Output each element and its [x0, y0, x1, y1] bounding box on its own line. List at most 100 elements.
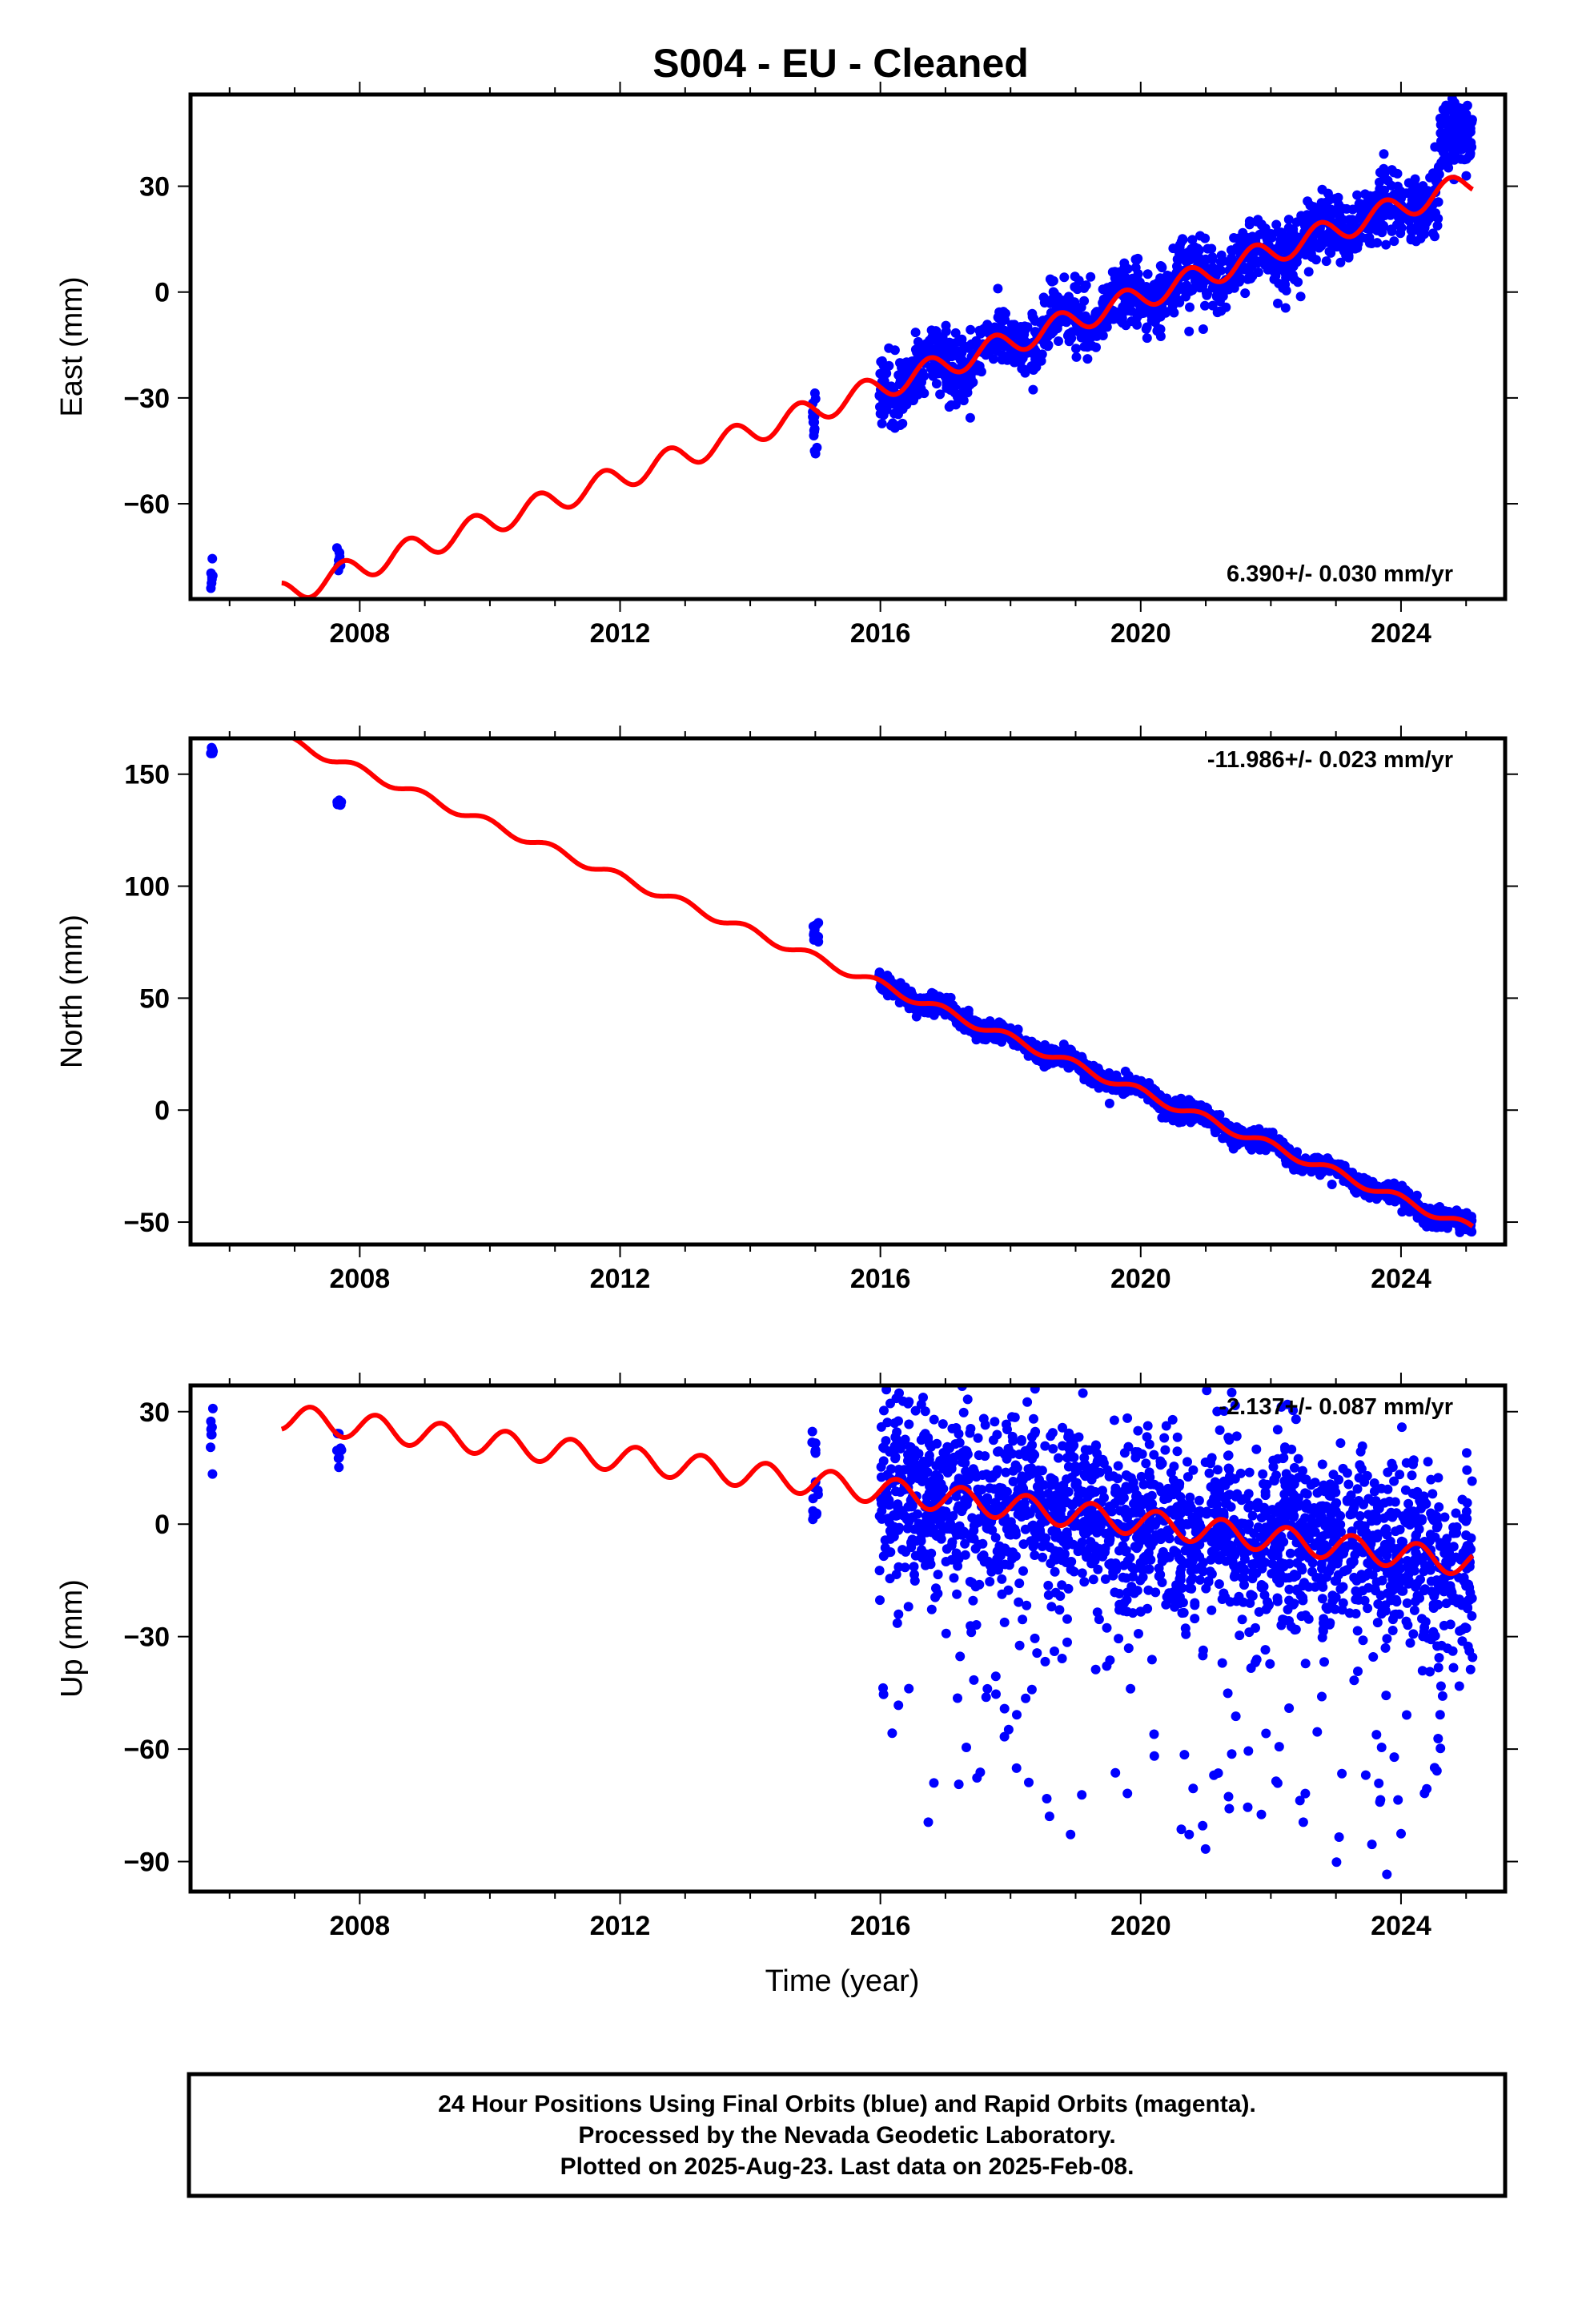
- data-point: [1373, 1599, 1383, 1609]
- data-point: [875, 408, 885, 419]
- data-point: [207, 578, 217, 589]
- data-point: [810, 920, 821, 931]
- data-point: [1459, 123, 1469, 134]
- data-point: [1184, 326, 1195, 336]
- data-point: [898, 1465, 909, 1475]
- data-point: [1272, 1596, 1283, 1606]
- data-point: [968, 377, 978, 388]
- data-point: [1225, 258, 1235, 268]
- data-point: [1182, 255, 1192, 266]
- data-point: [1061, 1558, 1071, 1567]
- data-point: [974, 1450, 984, 1461]
- data-point: [1453, 138, 1464, 148]
- data-point: [874, 1566, 885, 1576]
- data-point: [950, 346, 961, 356]
- data-point: [911, 1011, 921, 1022]
- data-point: [876, 1421, 886, 1432]
- data-point: [1010, 324, 1019, 335]
- data-point: [1419, 223, 1430, 233]
- data-point: [1161, 1599, 1171, 1610]
- data-point: [1373, 1529, 1383, 1539]
- data-point: [1133, 1425, 1143, 1436]
- data-point: [959, 357, 970, 368]
- data-point: [1179, 1111, 1190, 1121]
- data-point: [1360, 189, 1371, 199]
- north-frame: [188, 736, 1508, 1247]
- data-point: [1333, 1570, 1343, 1580]
- data-point: [904, 1419, 914, 1429]
- data-point: [1121, 320, 1131, 331]
- data-point: [812, 442, 822, 452]
- data-point: [985, 1577, 995, 1586]
- y-tick-label: 0: [155, 1096, 170, 1126]
- data-point: [1086, 271, 1096, 282]
- data-point: [1424, 214, 1435, 224]
- data-point: [1447, 1646, 1458, 1656]
- data-point: [1005, 353, 1015, 364]
- data-point: [1062, 1498, 1072, 1508]
- data-point: [1030, 1550, 1040, 1560]
- data-point: [809, 933, 820, 943]
- data-point: [882, 1470, 893, 1480]
- data-point: [1317, 1594, 1327, 1604]
- data-point: [1404, 215, 1414, 226]
- data-point: [808, 417, 818, 428]
- data-point: [1198, 259, 1208, 269]
- data-point: [881, 1385, 892, 1395]
- up-data-points: [206, 1356, 1478, 1880]
- data-point: [1331, 242, 1342, 252]
- data-point: [960, 1538, 970, 1549]
- data-point: [1159, 1433, 1170, 1443]
- data-point: [1340, 239, 1350, 250]
- data-point: [1283, 1604, 1293, 1614]
- data-point: [1285, 1548, 1295, 1558]
- data-point: [807, 1437, 817, 1448]
- data-point: [1258, 248, 1268, 259]
- data-point: [1172, 1502, 1182, 1512]
- data-point: [978, 1538, 988, 1549]
- data-point: [1122, 263, 1133, 274]
- data-point: [1082, 1463, 1093, 1473]
- data-point: [1018, 1566, 1028, 1576]
- data-point: [1260, 1487, 1271, 1498]
- data-point: [1431, 1222, 1442, 1232]
- data-point: [1088, 1574, 1098, 1585]
- data-point: [897, 418, 908, 428]
- data-point: [1148, 1356, 1158, 1365]
- data-point: [877, 418, 887, 428]
- data-point: [1019, 335, 1030, 345]
- data-point: [1408, 1629, 1419, 1639]
- y-tick-label: −50: [123, 1208, 170, 1238]
- data-point: [1395, 1470, 1405, 1480]
- data-point: [893, 409, 903, 420]
- data-point: [922, 341, 933, 351]
- data-point: [1040, 1538, 1050, 1549]
- data-point: [1355, 233, 1366, 243]
- data-point: [1247, 1510, 1258, 1521]
- data-point: [1174, 254, 1185, 264]
- data-point: [1314, 1537, 1324, 1546]
- east-y-axis-label: East (mm): [55, 276, 89, 416]
- data-point: [1257, 228, 1267, 239]
- data-point: [1058, 1441, 1068, 1451]
- data-point: [1409, 1605, 1419, 1615]
- data-point: [913, 1518, 924, 1529]
- data-point: [1172, 1446, 1182, 1457]
- data-point: [1251, 1622, 1260, 1633]
- data-point: [1306, 248, 1316, 259]
- data-point: [1138, 1479, 1149, 1490]
- data-point: [1049, 287, 1059, 298]
- data-point: [1434, 1502, 1444, 1512]
- data-point: [939, 370, 950, 380]
- x-tick-label: 2012: [590, 1264, 651, 1294]
- data-point: [1335, 1438, 1346, 1448]
- data-point: [1186, 1117, 1196, 1128]
- data-point: [1363, 1494, 1374, 1504]
- data-point: [1113, 1494, 1123, 1505]
- data-point: [1403, 1498, 1414, 1509]
- data-point: [1364, 232, 1375, 243]
- data-point: [935, 389, 946, 400]
- data-point: [1203, 243, 1213, 254]
- data-point: [876, 356, 886, 367]
